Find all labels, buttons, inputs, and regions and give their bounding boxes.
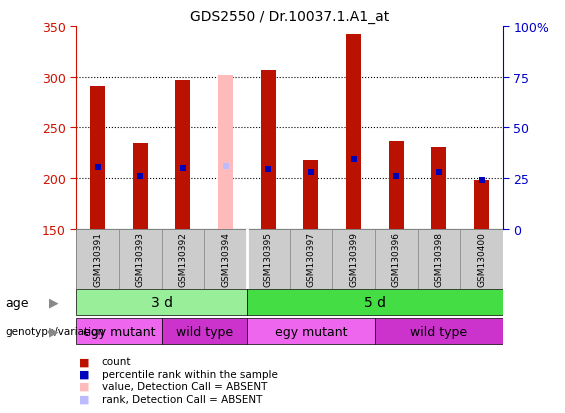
Bar: [346, 35, 361, 229]
Text: 5 d: 5 d: [364, 296, 386, 309]
Text: ■: ■: [79, 394, 90, 404]
Bar: [332, 229, 375, 289]
Bar: [375, 318, 503, 344]
Bar: [247, 290, 503, 316]
Text: GSM130392: GSM130392: [179, 232, 188, 287]
Text: GSM130393: GSM130393: [136, 232, 145, 287]
Text: GSM130395: GSM130395: [264, 232, 273, 287]
Bar: [474, 180, 489, 229]
Text: GSM130398: GSM130398: [434, 232, 444, 287]
Text: 3 d: 3 d: [151, 296, 172, 309]
Bar: [76, 318, 162, 344]
Bar: [389, 141, 403, 229]
Text: percentile rank within the sample: percentile rank within the sample: [102, 369, 277, 379]
Text: genotype/variation: genotype/variation: [6, 326, 105, 337]
Bar: [247, 318, 375, 344]
Text: wild type: wild type: [410, 325, 467, 338]
Text: GSM130397: GSM130397: [306, 232, 315, 287]
Text: age: age: [6, 296, 29, 309]
Text: egy mutant: egy mutant: [275, 325, 347, 338]
Bar: [205, 229, 247, 289]
Bar: [375, 229, 418, 289]
Bar: [290, 229, 332, 289]
Text: ▶: ▶: [49, 296, 59, 309]
Text: ■: ■: [79, 369, 90, 379]
Bar: [247, 229, 290, 289]
Bar: [76, 229, 119, 289]
Text: wild type: wild type: [176, 325, 233, 338]
Text: GSM130394: GSM130394: [221, 232, 230, 287]
Bar: [119, 229, 162, 289]
Text: ▶: ▶: [49, 325, 59, 338]
Bar: [133, 143, 147, 229]
Bar: [460, 229, 503, 289]
Bar: [162, 229, 205, 289]
Bar: [218, 76, 233, 229]
Bar: [261, 70, 276, 229]
Text: count: count: [102, 356, 131, 366]
Bar: [432, 147, 446, 229]
Bar: [76, 290, 247, 316]
Bar: [176, 81, 190, 229]
Text: GSM130399: GSM130399: [349, 232, 358, 287]
Text: rank, Detection Call = ABSENT: rank, Detection Call = ABSENT: [102, 394, 262, 404]
Text: GSM130396: GSM130396: [392, 232, 401, 287]
Text: GSM130400: GSM130400: [477, 232, 486, 287]
Bar: [303, 160, 318, 229]
Title: GDS2550 / Dr.10037.1.A1_at: GDS2550 / Dr.10037.1.A1_at: [190, 10, 389, 24]
Bar: [418, 229, 460, 289]
Text: ■: ■: [79, 356, 90, 366]
Text: ■: ■: [79, 381, 90, 391]
Text: value, Detection Call = ABSENT: value, Detection Call = ABSENT: [102, 381, 267, 391]
Text: GSM130391: GSM130391: [93, 232, 102, 287]
Bar: [90, 87, 105, 229]
Text: egy mutant: egy mutant: [82, 325, 155, 338]
Bar: [162, 318, 247, 344]
